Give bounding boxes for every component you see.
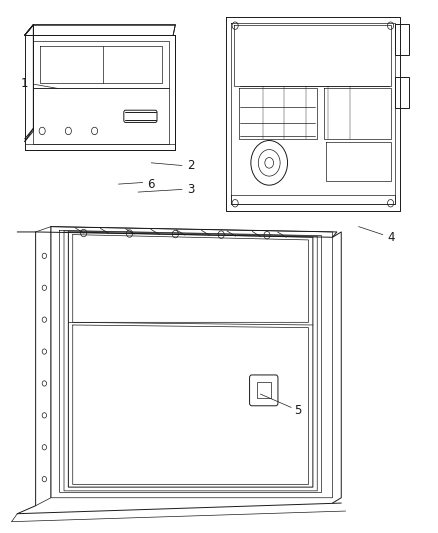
FancyBboxPatch shape — [250, 375, 278, 406]
Text: 5: 5 — [294, 403, 301, 416]
Text: 6: 6 — [148, 177, 155, 191]
FancyBboxPatch shape — [124, 110, 157, 123]
Text: 1: 1 — [21, 77, 28, 90]
Text: 2: 2 — [187, 159, 194, 172]
Text: 3: 3 — [187, 183, 194, 196]
FancyBboxPatch shape — [395, 77, 409, 108]
FancyBboxPatch shape — [395, 23, 409, 55]
Text: 4: 4 — [388, 231, 395, 244]
